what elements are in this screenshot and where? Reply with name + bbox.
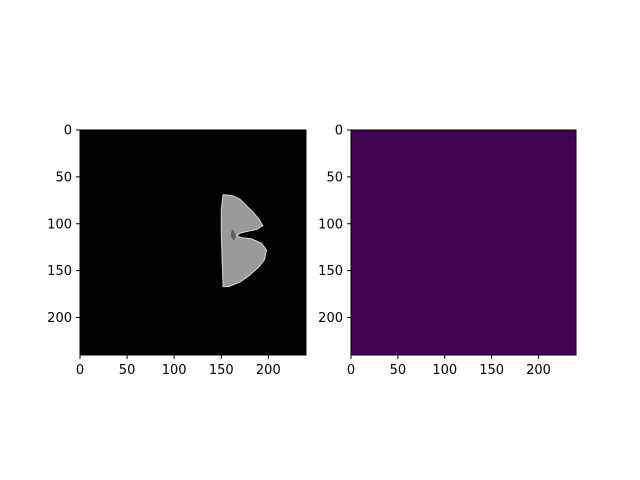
left-y-tick-label: 150 bbox=[47, 264, 72, 279]
right-y-tick-label: 200 bbox=[318, 311, 343, 326]
left-y-axis: 0 50 100 150 200 bbox=[47, 124, 80, 326]
brain-slice-region bbox=[220, 194, 267, 288]
right-y-tick-label: 150 bbox=[318, 264, 343, 279]
left-x-tick-label: 100 bbox=[162, 363, 187, 378]
right-x-tick-label: 200 bbox=[526, 363, 551, 378]
right-image-panel: 0 50 100 150 200 0 50 100 150 200 bbox=[318, 124, 577, 378]
left-y-tick-label: 0 bbox=[64, 124, 72, 139]
left-x-tick-label: 50 bbox=[119, 363, 136, 378]
left-image-panel: 0 50 100 150 200 0 50 100 150 200 bbox=[47, 124, 307, 378]
right-x-axis: 0 50 100 150 200 bbox=[347, 355, 551, 378]
left-y-tick-label: 100 bbox=[47, 217, 72, 232]
left-x-tick-label: 150 bbox=[209, 363, 234, 378]
right-y-tick-label: 0 bbox=[335, 124, 343, 139]
right-y-tick-label: 50 bbox=[326, 170, 343, 185]
left-y-tick-label: 50 bbox=[55, 170, 72, 185]
right-y-tick-label: 100 bbox=[318, 217, 343, 232]
left-image-background bbox=[80, 130, 306, 355]
right-image-uniform-fill bbox=[351, 130, 576, 355]
right-x-tick-label: 100 bbox=[432, 363, 457, 378]
right-axes-frame bbox=[350, 129, 577, 356]
brain-slice-dark-notch bbox=[230, 229, 237, 241]
left-x-axis: 0 50 100 150 200 bbox=[76, 355, 281, 378]
left-x-tick-label: 0 bbox=[76, 363, 84, 378]
left-x-tick-label: 200 bbox=[256, 363, 281, 378]
right-x-tick-label: 150 bbox=[479, 363, 504, 378]
left-y-tick-label: 200 bbox=[47, 311, 72, 326]
right-x-tick-label: 50 bbox=[390, 363, 407, 378]
right-x-tick-label: 0 bbox=[347, 363, 355, 378]
left-axes-frame bbox=[79, 129, 307, 356]
right-y-axis: 0 50 100 150 200 bbox=[318, 124, 351, 326]
